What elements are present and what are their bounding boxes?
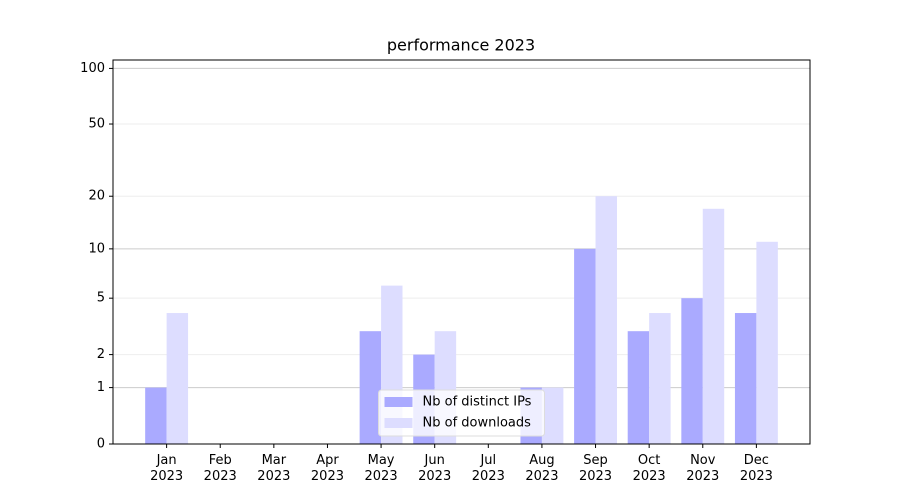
x-tick-label: Jan 2023: [150, 453, 184, 484]
x-tick-label: Oct 2023: [632, 453, 666, 484]
legend-swatch: [384, 418, 413, 428]
x-tick-label: Mar 2023: [257, 453, 291, 484]
bar: [541, 387, 564, 444]
bar: [649, 313, 671, 444]
x-tick-label: Sep 2023: [578, 453, 613, 484]
plot-frame: [112, 59, 811, 445]
x-tick-label: Feb 2023: [203, 453, 237, 484]
y-tick-label: 1: [97, 380, 105, 395]
y-tick-label: 10: [88, 241, 105, 256]
x-tick-label: Jul 2023: [471, 453, 505, 484]
bar: [734, 313, 757, 444]
legend-label: Nb of downloads: [423, 416, 532, 431]
x-tick-label: Apr 2023: [310, 453, 344, 484]
y-tick-label: 2: [97, 347, 105, 362]
chart-title: performance 2023: [387, 36, 535, 55]
bar: [681, 298, 703, 444]
bar: [627, 331, 650, 444]
bar: [756, 241, 778, 444]
bar: [166, 313, 189, 444]
y-tick-label: 0: [97, 437, 105, 452]
x-tick-label: Dec 2023: [739, 453, 773, 484]
legend-label: Nb of distinct IPs: [423, 395, 532, 410]
y-tick-label: 5: [97, 291, 105, 306]
bar: [574, 248, 596, 444]
legend-box: [378, 389, 545, 437]
x-tick-label: Jun 2023: [418, 453, 452, 484]
bar: [145, 387, 167, 444]
y-tick-label: 100: [80, 61, 105, 76]
legend: Nb of distinct IPs Nb of downloads: [378, 389, 545, 437]
x-tick-label: Nov 2023: [686, 453, 720, 484]
bar: [595, 196, 617, 444]
y-tick-label: 50: [88, 117, 105, 132]
x-tick-label: May 2023: [364, 453, 398, 484]
y-tick-label: 20: [88, 189, 105, 204]
bar: [359, 331, 382, 444]
bar: [702, 208, 725, 444]
x-tick-label: Aug 2023: [525, 453, 559, 484]
legend-swatch: [384, 397, 413, 407]
